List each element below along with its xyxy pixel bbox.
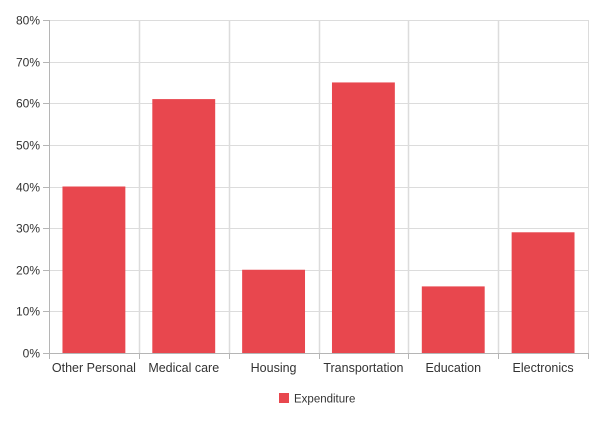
y-tick-label: 30% [16, 222, 40, 236]
bar-electronics [511, 232, 575, 353]
y-tick-label: 60% [16, 97, 40, 111]
bar-transportation [331, 82, 395, 353]
x-tick-label: Electronics [513, 361, 574, 375]
legend[interactable]: Expenditure [279, 393, 355, 406]
x-tick-label: Education [425, 361, 481, 375]
x-tick-label: Other Personal [52, 361, 136, 375]
bar-other-personal [62, 186, 126, 353]
y-tick-label: 20% [16, 264, 40, 278]
x-tick-label: Medical care [148, 361, 219, 375]
y-tick-label: 0% [23, 347, 41, 361]
legend-swatch [279, 393, 289, 403]
y-tick-label: 50% [16, 139, 40, 153]
bar-education [421, 286, 485, 353]
legend-label: Expenditure [294, 394, 355, 406]
y-tick-label: 40% [16, 181, 40, 195]
y-tick-label: 80% [16, 14, 40, 28]
bar-housing [242, 269, 306, 353]
axis-layer [43, 20, 589, 359]
grid-layer [49, 20, 589, 353]
bar-medical-care [152, 99, 216, 353]
y-tick-label: 70% [16, 56, 40, 70]
y-tick-label: 10% [16, 305, 40, 319]
bar-layer [62, 82, 575, 353]
x-tick-label: Housing [251, 361, 297, 375]
x-tick-label: Transportation [323, 361, 403, 375]
label-layer: 0% 10% 20% 30% 40% 50% 60% 70% 80% Other Personal… [16, 14, 574, 376]
